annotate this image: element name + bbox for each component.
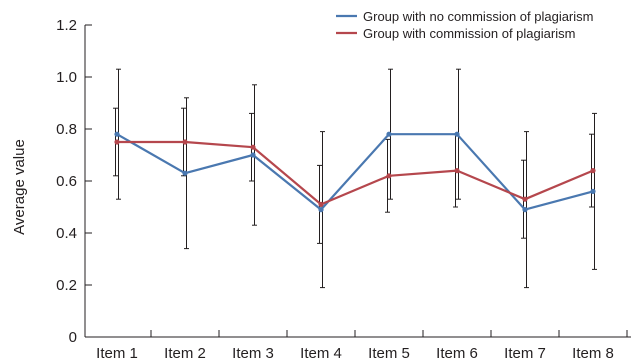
- y-axis-title: Average value: [11, 139, 28, 235]
- x-tick-label: Item 4: [300, 345, 342, 361]
- y-tick-label: 0.2: [56, 277, 77, 294]
- x-tick-label: Item 1: [96, 345, 138, 361]
- data-point: [590, 188, 596, 194]
- y-tick-label: 0.4: [56, 225, 77, 242]
- series-line: [117, 140, 594, 206]
- data-point: [318, 207, 324, 213]
- y-tick-label: 0.6: [56, 173, 77, 190]
- y-tick-label: 0: [69, 329, 77, 346]
- axes: [84, 25, 631, 338]
- x-ticks: Item 1 Item 2 Item 3 Item 4 Item 5 Item 6 Item…: [96, 330, 628, 361]
- series-line: [116, 133, 594, 211]
- x-tick-label: Item 5: [368, 345, 410, 361]
- data-point: [386, 173, 392, 179]
- legend-label: Group with no commission of plagiarism: [363, 9, 593, 24]
- legend: Group with no commission of plagiarism Gr…: [336, 9, 593, 41]
- data-point: [522, 196, 528, 202]
- data-point: [318, 201, 324, 207]
- legend-item: Group with commission of plagiarism: [336, 26, 575, 41]
- data-point: [114, 139, 120, 145]
- series-lines: [114, 131, 596, 213]
- data-point: [522, 207, 528, 213]
- y-tick-label: 0.8: [56, 121, 77, 138]
- x-tick-label: Item 3: [232, 345, 274, 361]
- data-point: [182, 139, 188, 145]
- legend-item: Group with no commission of plagiarism: [336, 9, 593, 24]
- x-tick-label: Item 2: [164, 345, 206, 361]
- y-ticks: 0 0.2 0.4 0.6 0.8 1.0 1.2: [56, 17, 92, 346]
- data-point: [454, 131, 460, 137]
- data-point: [590, 168, 596, 174]
- x-tick-label: Item 8: [572, 345, 614, 361]
- x-tick-label: Item 6: [436, 345, 478, 361]
- y-tick-label: 1.0: [56, 69, 77, 86]
- data-point: [250, 152, 256, 158]
- data-point: [386, 131, 392, 137]
- data-point: [454, 168, 460, 174]
- data-point: [250, 144, 256, 150]
- legend-label: Group with commission of plagiarism: [363, 26, 575, 41]
- error-bars: [113, 68, 597, 289]
- y-tick-label: 1.2: [56, 17, 77, 34]
- x-tick-label: Item 7: [504, 345, 546, 361]
- data-point: [114, 131, 120, 137]
- data-point: [182, 170, 188, 176]
